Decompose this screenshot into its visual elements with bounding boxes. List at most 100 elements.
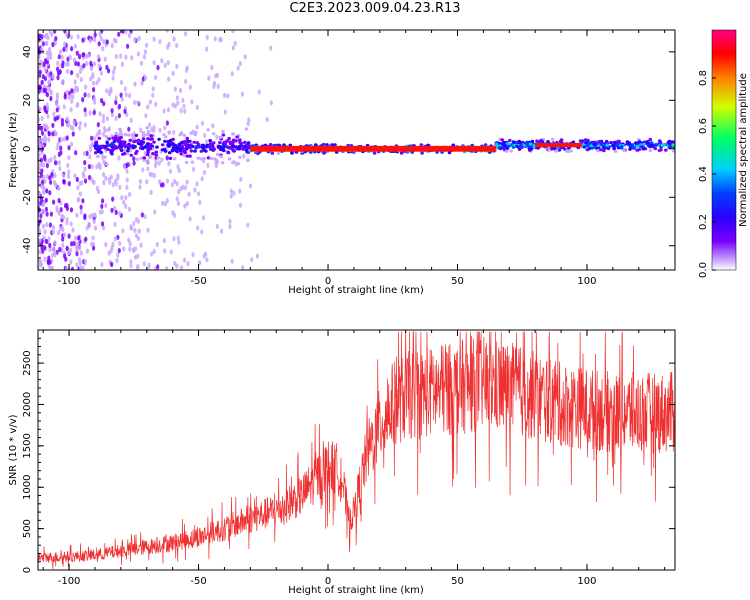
spectrogram-cell [160,157,164,163]
spectrogram-cell [211,123,215,129]
spectrogram-cell [208,147,213,151]
spectrogram-cell [145,179,149,185]
spectrogram-cell [75,251,79,257]
spectrogram-cell [218,135,223,139]
spectrogram-cell [92,87,96,93]
spectrogram-cell [547,148,551,152]
spectrogram-cell [132,140,136,144]
spectrogram-cell [148,99,153,105]
spectrogram-cell [160,143,165,147]
spectrogram-cell [98,209,102,215]
spectrogram-cell [102,180,106,186]
spectrogram-cell [212,83,216,90]
spectrogram-cell [65,202,69,208]
spectrogram-cell [63,41,67,47]
spectrogram-cell [56,60,60,66]
spectrogram-cell [185,179,189,185]
spectrogram-cell [219,155,223,159]
spectrogram-cell [605,143,609,147]
spectrogram-cell [183,203,187,209]
spectrogram-cell [72,120,76,126]
spectrogram-cell [102,131,106,137]
spectrogram-cell [93,225,98,231]
spectrogram-cell [554,149,558,153]
spectrogram-cell [38,249,42,255]
spectrogram-cell [104,175,108,181]
spectrogram-cell [43,134,47,140]
spectrogram-cell [135,265,140,270]
spectrogram-cell [74,85,78,91]
spectrogram-cell [81,37,85,43]
spectrogram-cell [56,75,60,81]
spectrogram-cell [185,136,189,140]
spectrogram-cell [48,247,52,253]
spectrogram-cell [243,140,247,144]
spectrogram-cell [73,43,77,49]
spectrogram-cell [149,134,154,138]
spectrogram-cell [612,147,616,151]
spectrogram-cell [99,144,103,148]
spectrogram-cell [238,155,242,159]
spectrogram-ridge [535,142,582,148]
spectrogram-cell [48,190,52,196]
colorbar-label: Normalized spectral amplitude [738,73,749,227]
spectrogram-cell [135,157,139,161]
spectrogram-cell [650,143,654,148]
spectrogram-cell [231,132,236,136]
spectrogram-cell [65,135,69,141]
spectrogram-cell [142,158,147,162]
spectrogram-cell [174,149,178,153]
spectrogram-cell [625,142,630,146]
spectrogram-cell [103,155,107,159]
spectrogram-cell [140,80,144,86]
spectrogram-cell [528,142,533,146]
spectrogram-cell [144,75,148,81]
spectrogram-cell [113,205,117,211]
spectrogram-cell [70,70,74,76]
spectrogram-cell [143,214,147,220]
spectrogram-cell [96,54,100,60]
spectrogram-cell [155,241,159,248]
spectrogram-cell [189,131,193,135]
spectrogram-cell [599,148,603,152]
spectrogram-cell [142,54,146,60]
spectrogram-cell [420,151,424,155]
spectrogram-cell [165,198,169,204]
colorbar-tick-label: 0.6 [698,118,709,134]
spectrogram-cell [124,195,128,201]
spectrogram-cell [196,225,200,231]
spectrogram-cell [582,145,587,149]
spectrogram-cell [188,216,192,222]
spectrogram-cell [75,242,79,248]
spectrogram-cell [236,162,241,166]
spectrogram-cell [518,141,523,145]
spectrogram-cell [125,184,129,190]
spectrogram-cell [119,53,123,59]
spectrogram-cell [208,139,212,143]
spectrogram-cell [111,69,116,75]
spectrogram-cell [193,132,197,137]
spectrogram-cell [101,113,106,120]
spectrogram-cell [165,155,169,161]
spectrogram-cell [64,256,68,262]
spectrogram-cell [85,248,90,254]
spectrogram-cell [88,214,92,220]
spectrogram-cell [150,172,154,178]
spectrogram-cell [112,37,116,43]
bottom-x-tick-label: -50 [190,576,206,587]
spectrogram-cell [79,64,83,71]
spectrogram-cell [325,143,329,147]
spectrogram-cell [69,141,74,147]
spectrogram-cell [79,250,83,256]
spectrogram-cell [84,236,88,242]
spectrogram-cell [111,142,115,146]
spectrogram-cell [168,168,172,174]
spectrogram-ridge [250,145,497,152]
top-y-ticks: -40 -20 0 20 40 [22,39,675,271]
spectrogram-cell [631,145,635,150]
spectrogram-cell [153,74,158,81]
spectrogram-cell [83,213,87,219]
spectrogram-cell [48,46,52,53]
spectrogram-cell [178,133,182,137]
spectrogram-cell [134,216,138,222]
